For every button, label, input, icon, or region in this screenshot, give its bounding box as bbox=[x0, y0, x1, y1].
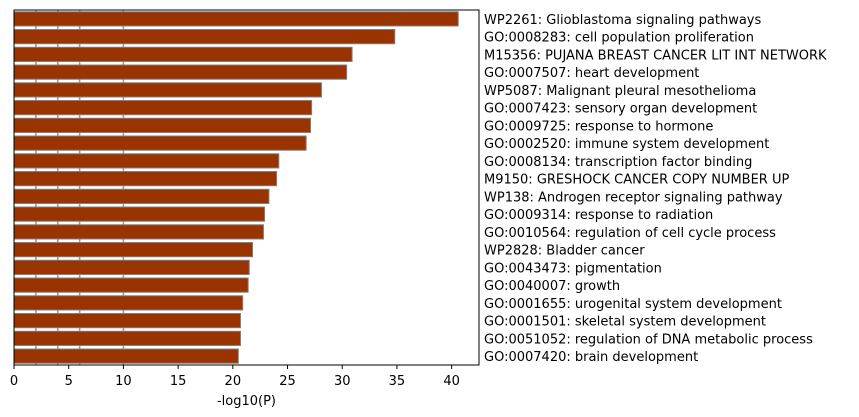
category-label: WP2828: Bladder cancer bbox=[484, 244, 645, 259]
bar bbox=[13, 64, 348, 80]
category-label: GO:0051052: regulation of DNA metabolic … bbox=[484, 332, 813, 347]
x-tick-label: 40 bbox=[443, 374, 460, 389]
bar bbox=[13, 11, 459, 27]
bar bbox=[13, 153, 280, 169]
category-label: GO:0001655: urogenital system developmen… bbox=[484, 297, 782, 312]
category-label: WP2261: Glioblastoma signaling pathways bbox=[484, 13, 761, 28]
category-label: M15356: PUJANA BREAST CANCER LIT INT NET… bbox=[484, 48, 827, 63]
x-axis: 0 5 10 15 20 25 30 35 40 bbox=[10, 365, 460, 389]
bar bbox=[13, 348, 239, 364]
bar bbox=[13, 330, 241, 346]
category-label: GO:0009314: response to radiation bbox=[484, 208, 713, 223]
category-label: GO:0009725: response to hormone bbox=[484, 119, 713, 134]
bar bbox=[13, 206, 266, 222]
x-tick-label: 5 bbox=[65, 374, 73, 389]
bar bbox=[13, 117, 312, 133]
reference-lines bbox=[35, 10, 125, 365]
bar bbox=[13, 277, 249, 293]
x-tick-label: 30 bbox=[334, 374, 351, 389]
bar bbox=[13, 313, 241, 329]
bar bbox=[13, 188, 270, 204]
category-label: GO:0008134: transcription factor binding bbox=[484, 155, 752, 170]
bar bbox=[13, 100, 313, 116]
category-label: GO:0007420: brain development bbox=[484, 350, 698, 365]
bar bbox=[13, 29, 396, 45]
category-label: M9150: GRESHOCK CANCER COPY NUMBER UP bbox=[484, 173, 789, 188]
bar bbox=[13, 135, 307, 151]
category-label: WP5087: Malignant pleural mesothelioma bbox=[484, 84, 756, 99]
category-label: GO:0007423: sensory organ development bbox=[484, 102, 757, 117]
x-tick-label: 20 bbox=[225, 374, 242, 389]
bar bbox=[13, 171, 278, 187]
category-label: GO:0001501: skeletal system development bbox=[484, 315, 766, 330]
plot-frame bbox=[13, 9, 480, 366]
bars bbox=[13, 11, 459, 364]
x-tick-label: 15 bbox=[170, 374, 187, 389]
x-axis-title: -log10(P) bbox=[217, 394, 276, 409]
category-label: GO:0002520: immune system development bbox=[484, 137, 769, 152]
bar bbox=[13, 242, 254, 258]
bar bbox=[13, 259, 250, 275]
x-tick-label: 35 bbox=[389, 374, 406, 389]
bar bbox=[13, 46, 353, 62]
category-labels: WP2261: Glioblastoma signaling pathways G… bbox=[484, 13, 827, 365]
bar bbox=[13, 224, 264, 240]
x-tick-label: 0 bbox=[10, 374, 18, 389]
category-label: GO:0007507: heart development bbox=[484, 66, 699, 81]
category-label: GO:0010564: regulation of cell cycle pro… bbox=[484, 226, 776, 241]
x-tick-label: 25 bbox=[279, 374, 296, 389]
category-label: GO:0008283: cell population proliferatio… bbox=[484, 31, 754, 46]
category-label: WP138: Androgen receptor signaling pathw… bbox=[484, 190, 783, 205]
bar bbox=[13, 295, 244, 311]
bar bbox=[13, 82, 322, 98]
x-tick-label: 10 bbox=[115, 374, 132, 389]
category-label: GO:0040007: growth bbox=[484, 279, 620, 294]
category-label: GO:0043473: pigmentation bbox=[484, 261, 662, 276]
